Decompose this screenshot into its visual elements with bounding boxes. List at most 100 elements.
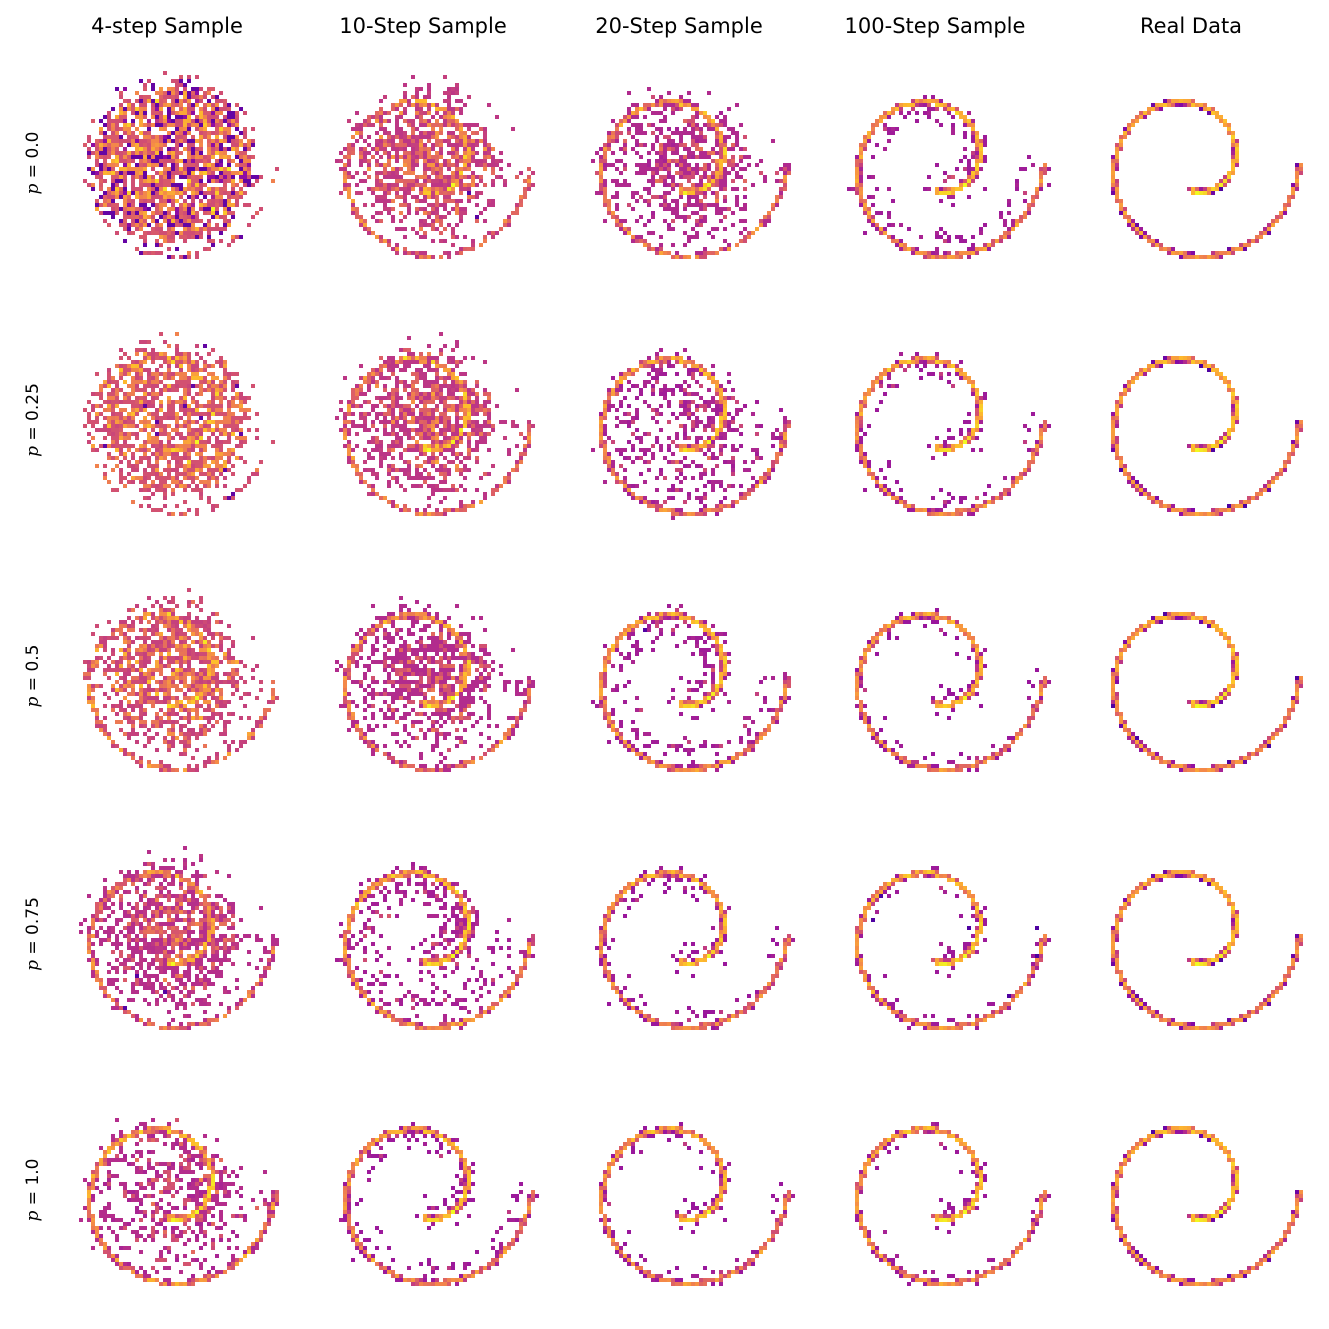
heatmap-cell — [343, 412, 348, 417]
heatmap-cell — [719, 484, 724, 489]
heatmap-cell — [147, 340, 152, 345]
heatmap-cell — [531, 424, 536, 429]
heatmap-cell — [415, 179, 420, 184]
heatmap-cell — [383, 183, 388, 188]
heatmap-cell — [195, 452, 200, 457]
heatmap-cell — [203, 203, 208, 208]
heatmap-cell — [943, 187, 948, 192]
heatmap-cell — [391, 364, 396, 369]
heatmap-cell — [1035, 191, 1040, 196]
heatmap-cell — [699, 131, 704, 136]
heatmap-cell — [471, 247, 476, 252]
heatmap-cell — [187, 127, 192, 132]
heatmap-cell — [403, 187, 408, 192]
heatmap-cell — [227, 103, 232, 108]
heatmap-cell — [135, 412, 140, 417]
heatmap-cell — [667, 163, 672, 168]
heatmap-cell — [471, 420, 476, 425]
heatmap-cell — [167, 400, 172, 405]
heatmap-cell — [399, 187, 404, 192]
heatmap-cell — [123, 432, 128, 437]
heatmap-cell — [139, 380, 144, 385]
heatmap-cell — [407, 187, 412, 192]
heatmap-cell — [703, 472, 708, 477]
heatmap-cell — [139, 103, 144, 108]
heatmap-cell — [359, 163, 364, 168]
heatmap-cell — [1199, 103, 1204, 108]
heatmap-cell — [683, 500, 688, 505]
heatmap-cell — [423, 219, 428, 224]
heatmap-cell — [203, 155, 208, 160]
heatmap-cell — [719, 131, 724, 136]
heatmap-cell — [167, 219, 172, 224]
heatmap-cell — [167, 344, 172, 349]
heatmap-cell — [443, 396, 448, 401]
heatmap-cell — [143, 203, 148, 208]
heatmap-cell — [247, 223, 252, 228]
heatmap-svg — [591, 87, 792, 260]
heatmap-cell — [723, 143, 728, 148]
heatmap-cell — [407, 123, 412, 128]
heatmap-cell — [467, 436, 472, 441]
heatmap-cell — [367, 115, 372, 120]
heatmap-cell — [223, 131, 228, 136]
heatmap-cell — [351, 392, 356, 397]
heatmap-cell — [427, 103, 432, 108]
heatmap-cell — [151, 103, 156, 108]
heatmap-cell — [391, 404, 396, 409]
heatmap-cell — [103, 464, 108, 469]
heatmap-cell — [1219, 183, 1224, 188]
heatmap-cell — [211, 508, 216, 513]
heatmap-cell — [447, 488, 452, 493]
heatmap-cell — [779, 191, 784, 196]
heatmap-cell — [951, 123, 956, 128]
heatmap-cell — [139, 400, 144, 405]
heatmap-cell — [1139, 235, 1144, 240]
heatmap-cell — [351, 151, 356, 156]
heatmap-cell — [351, 211, 356, 216]
heatmap-cell — [179, 480, 184, 485]
heatmap-cell — [763, 223, 768, 228]
heatmap-cell — [191, 223, 196, 228]
heatmap-cell — [515, 424, 520, 429]
heatmap-cell — [207, 143, 212, 148]
heatmap-cell — [647, 107, 652, 112]
heatmap-cell — [147, 251, 152, 256]
heatmap-cell — [163, 155, 168, 160]
heatmap-cell — [131, 376, 136, 381]
heatmap-cell — [159, 392, 164, 397]
heatmap-cell — [687, 163, 692, 168]
heatmap-cell — [599, 187, 604, 192]
heatmap-cell — [219, 171, 224, 176]
heatmap-cell — [387, 171, 392, 176]
heatmap-cell — [151, 508, 156, 513]
heatmap-cell — [135, 115, 140, 120]
heatmap-cell — [203, 159, 208, 164]
heatmap-cell — [203, 111, 208, 116]
heatmap-cell — [223, 115, 228, 120]
heatmap-cell — [203, 223, 208, 228]
heatmap-cell — [215, 444, 220, 449]
heatmap-cell — [1231, 147, 1236, 152]
heatmap-cell — [343, 420, 348, 425]
heatmap-cell — [431, 444, 436, 449]
heatmap-cell — [339, 159, 344, 164]
heatmap-cell — [135, 151, 140, 156]
heatmap-cell — [647, 163, 652, 168]
heatmap-cell — [451, 508, 456, 513]
heatmap-cell — [915, 103, 920, 108]
heatmap-cell — [423, 508, 428, 513]
heatmap-cell — [371, 368, 376, 373]
heatmap-cell — [659, 195, 664, 200]
heatmap-cell — [1131, 223, 1136, 228]
heatmap-cell — [387, 163, 392, 168]
heatmap-cell — [211, 243, 216, 248]
heatmap-cell — [447, 119, 452, 124]
heatmap-cell — [431, 452, 436, 457]
heatmap-cell — [403, 155, 408, 160]
heatmap-cell — [179, 448, 184, 453]
heatmap-cell — [155, 147, 160, 152]
heatmap-cell — [719, 175, 724, 180]
heatmap-cell — [215, 448, 220, 453]
heatmap-cell — [379, 147, 384, 152]
